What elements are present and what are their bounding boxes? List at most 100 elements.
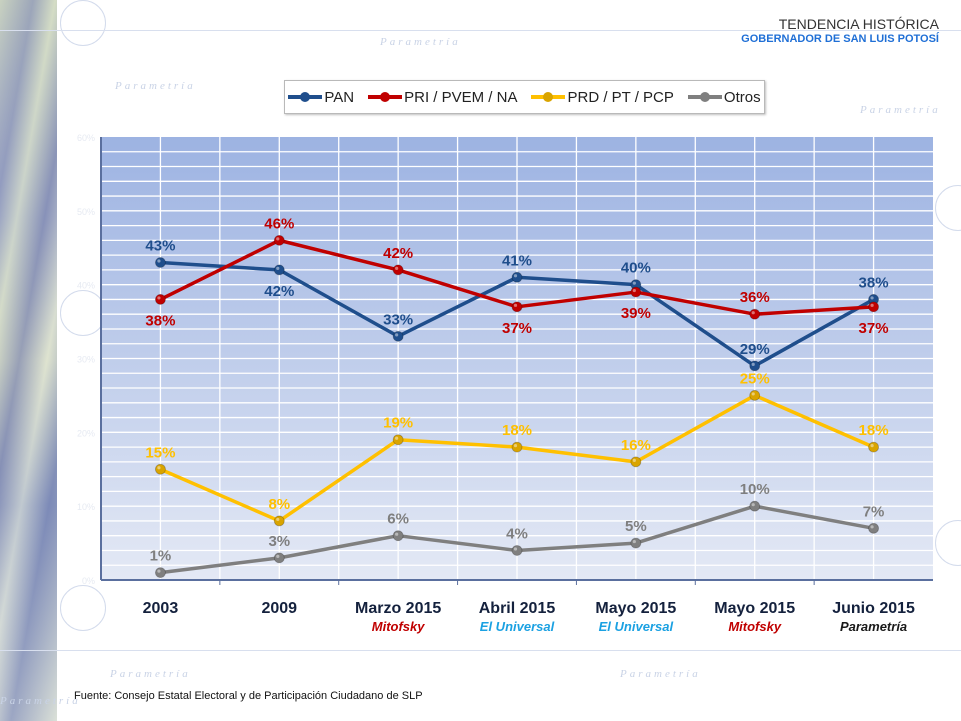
data-point [749,390,761,401]
data-point-highlight [751,392,755,396]
data-point-highlight [157,259,161,263]
data-point [392,330,404,342]
data-label: 40% [621,260,651,277]
data-label: 1% [150,548,172,565]
data-point [630,456,642,468]
data-point-highlight [870,296,874,300]
data-point [749,360,761,372]
decorative-line [0,30,961,31]
decorative-circle [60,585,106,631]
data-point [868,301,879,313]
data-point [868,522,879,534]
y-tick-label: 60% [77,133,95,143]
chart-title-block: TENDENCIA HISTÓRICA GOBERNADOR DE SAN LU… [741,16,939,45]
data-point [155,463,166,475]
data-label: 37% [859,320,889,337]
data-point-highlight [395,266,399,270]
data-point-highlight [870,525,874,529]
data-point [511,545,523,556]
data-point [273,515,285,527]
data-label: 42% [264,283,294,300]
data-label: 33% [383,311,413,328]
legend-swatch-pan [288,92,323,102]
source-footnote: Fuente: Consejo Estatal Electoral y de P… [74,690,423,702]
data-point [155,257,166,268]
data-point-highlight [276,554,280,558]
data-point-highlight [751,311,755,315]
legend-swatch-prd [531,92,566,102]
watermark-text: Parametría [860,104,941,116]
data-point-highlight [157,466,161,470]
data-label: 43% [145,238,175,255]
data-point-highlight [632,539,636,544]
legend-item-pri: PRI / PVEM / NA [368,89,517,106]
x-tick-source-label: El Universal [480,619,555,634]
data-point [392,264,404,276]
x-tick-label: Abril 2015 [479,600,556,617]
data-label: 39% [621,305,651,322]
data-point-highlight [395,532,399,536]
decorative-circle [60,0,106,46]
data-label: 3% [268,533,290,550]
data-point [630,286,642,298]
watermark-text: Parametría [0,695,81,707]
data-label: 29% [740,341,770,358]
data-label: 4% [506,525,528,542]
data-point-highlight [513,303,518,307]
legend-label: Otros [723,88,761,106]
data-point [749,500,761,512]
legend-label: PAN [324,88,355,106]
data-point-highlight [276,517,280,522]
y-tick-label: 20% [77,428,95,438]
x-tick-label: 2003 [143,600,179,617]
watermark-text: Parametría [620,668,701,680]
decorative-background-strip [0,0,57,721]
data-point-highlight [513,547,518,551]
data-point [868,441,879,453]
legend-item-pan: PAN [288,89,354,106]
data-point-highlight [632,281,636,285]
data-label: 7% [863,503,885,520]
chart-subtitle: GOBERNADOR DE SAN LUIS POTOSÍ [741,33,939,45]
legend-item-prd: PRD / PT / PCP [531,88,674,106]
data-point [273,264,285,276]
data-label: 10% [740,481,770,498]
data-label: 5% [625,518,647,535]
decorative-line [0,650,961,651]
data-label: 36% [740,289,770,306]
x-tick-label: Marzo 2015 [355,600,441,617]
data-label: 46% [264,215,294,232]
data-label: 25% [740,370,770,387]
data-label: 38% [859,274,889,291]
x-tick-label: Mayo 2015 [595,600,676,617]
data-label: 8% [268,496,290,513]
data-point-highlight [870,444,874,448]
data-point [392,530,404,542]
data-point-highlight [632,458,636,462]
data-point [511,441,523,453]
data-point-highlight [157,296,161,300]
data-label: 16% [621,437,651,454]
watermark-text: Parametría [110,668,191,680]
data-point-highlight [632,288,636,293]
data-label: 41% [502,252,532,269]
data-label: 38% [145,312,175,329]
data-point-highlight [751,362,755,366]
data-point [749,308,761,320]
data-point-highlight [157,569,161,573]
watermark-text: Parametría [380,36,461,48]
legend-swatch-otros [687,92,722,102]
data-label: 18% [859,422,889,439]
data-point [155,294,166,305]
x-tick-label: Mayo 2015 [714,600,795,617]
data-point [273,552,285,564]
legend-label: PRD / PT / PCP [567,88,674,106]
data-point-highlight [513,444,518,448]
y-tick-label: 30% [77,355,95,365]
data-point-highlight [513,274,518,278]
data-point [511,301,523,313]
x-tick-label: 2009 [261,600,297,617]
legend-swatch-pri [368,92,403,102]
data-point-highlight [395,436,399,440]
